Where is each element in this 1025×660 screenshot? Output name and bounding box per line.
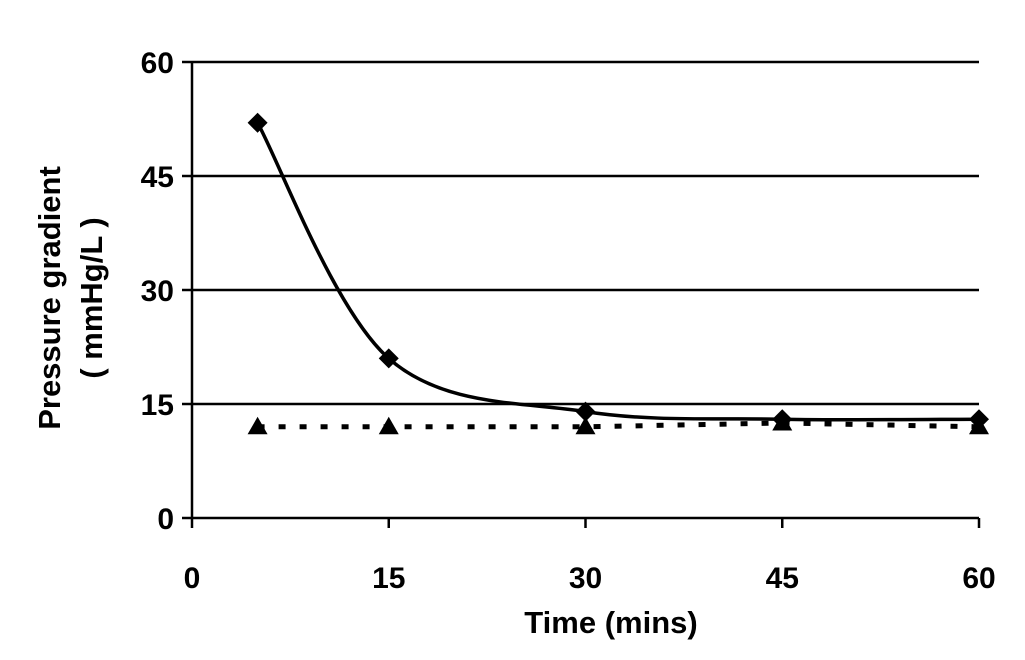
x-tick-label-60: 60: [962, 562, 995, 595]
series-1-marker-5: [247, 416, 268, 435]
y-tick-label-45: 45: [141, 161, 174, 194]
x-axis-title: Time (mins): [524, 605, 697, 640]
series-0-marker-15: [378, 348, 399, 369]
data-markers: [247, 112, 989, 435]
y-tick-label-0: 0: [157, 503, 174, 536]
series-1-marker-30: [575, 416, 596, 435]
x-tick-label-15: 15: [372, 562, 405, 595]
tick-labels: 0 15 30 45 60 0 15 30 45 60: [141, 47, 996, 595]
y-axis-title-line2: ( mmHg/L ): [74, 217, 109, 378]
series-0-marker-5: [247, 112, 268, 133]
y-tick-label-30: 30: [141, 275, 174, 308]
series-0-marker-30: [575, 401, 596, 422]
x-tick-label-30: 30: [569, 562, 602, 595]
series-lines: [256, 121, 980, 430]
series-0-line: [256, 121, 980, 422]
series-1-line: [257, 420, 980, 430]
x-tick-label-0: 0: [184, 562, 201, 595]
y-tick-label-15: 15: [141, 389, 174, 422]
x-tick-label-45: 45: [766, 562, 799, 595]
series-1-marker-45: [772, 413, 793, 431]
series-1-marker-15: [378, 416, 399, 435]
y-axis-title: Pressure gradient ( mmHg/L ): [32, 166, 109, 430]
y-axis-title-line1: Pressure gradient: [32, 166, 67, 430]
axes: [182, 60, 981, 528]
series-1-marker-60: [969, 416, 989, 435]
y-tick-label-60: 60: [141, 47, 174, 80]
